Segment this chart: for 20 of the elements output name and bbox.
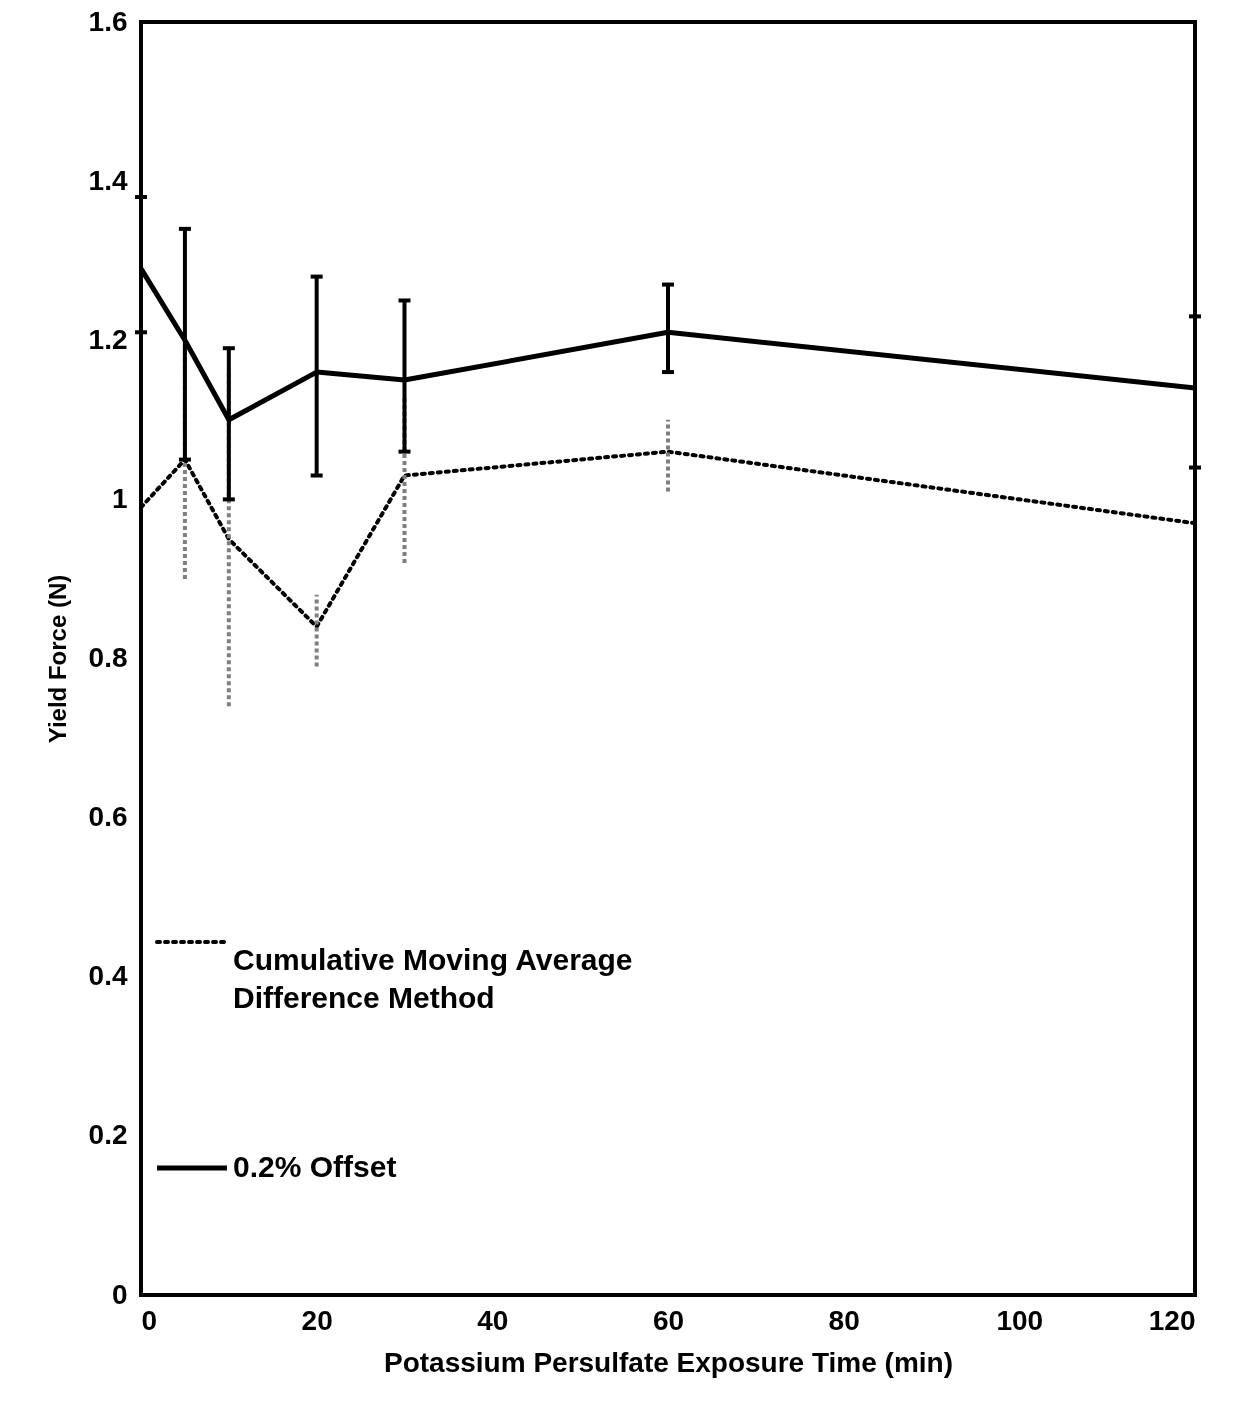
y-tick-label: 0.6: [88, 801, 128, 833]
y-tick-label: 0.2: [88, 1119, 128, 1151]
y-axis-title: Yield Force (N): [43, 574, 71, 744]
x-axis-title: Potassium Persulfate Exposure Time (min): [384, 1346, 953, 1378]
x-tick-label: 60: [652, 1304, 685, 1336]
legend-label: 0.2% Offset: [233, 1150, 397, 1183]
x-tick-label: 120: [1148, 1304, 1196, 1336]
x-tick-label: 0: [141, 1304, 158, 1336]
y-tick-label: 1: [111, 482, 128, 514]
y-tick-label: 1.6: [88, 5, 128, 37]
x-tick-label: 40: [477, 1304, 509, 1336]
x-tick-label: 20: [301, 1304, 333, 1336]
x-tick-label: 80: [828, 1304, 860, 1336]
y-tick-label: 0.8: [88, 642, 128, 673]
y-tick-label: 0.4: [88, 960, 128, 992]
y-tick-label: 1.2: [88, 323, 128, 355]
legend-label: Cumulative Moving Average Difference Method: [233, 943, 633, 1014]
x-tick-label: 100: [996, 1304, 1044, 1336]
y-tick-label: 0: [111, 1278, 128, 1310]
y-tick-label: 1.4: [88, 164, 128, 196]
